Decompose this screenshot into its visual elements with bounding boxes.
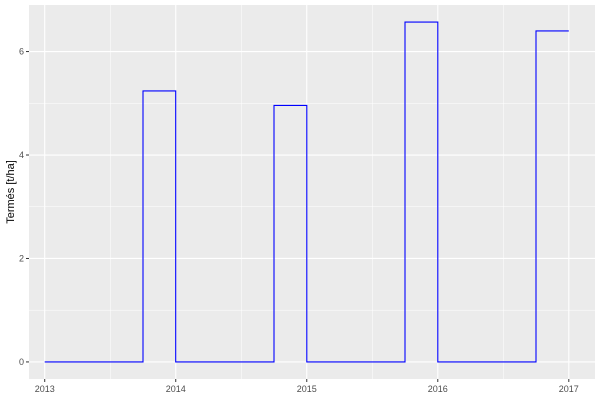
panel-background: [29, 5, 595, 379]
x-tick-label: 2013: [35, 384, 55, 394]
y-axis-label: Termés [t/ha]: [5, 160, 17, 224]
series-line: [44, 21, 569, 363]
y-tick-label: 2: [19, 253, 24, 263]
x-tick-label: 2017: [559, 384, 579, 394]
y-tick-label: 6: [19, 47, 24, 57]
x-tick-label: 2015: [297, 384, 317, 394]
axes: 2013 2014 2015 2016 2017 0 2 4 6: [19, 47, 579, 394]
x-tick-label: 2016: [428, 384, 448, 394]
y-tick-label: 4: [19, 150, 24, 160]
y-tick-label: 0: [19, 357, 24, 367]
x-tick-label: 2014: [166, 384, 186, 394]
